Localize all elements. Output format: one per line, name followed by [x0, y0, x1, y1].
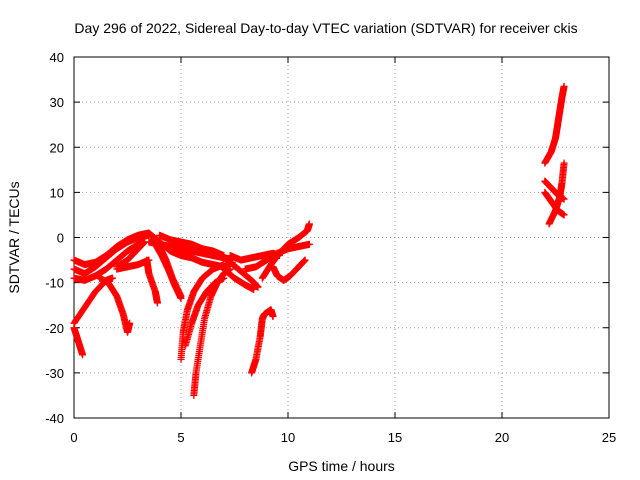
chart: Day 296 of 2022, Sidereal Day-to-day VTE…	[0, 0, 640, 480]
chart-background	[0, 0, 640, 480]
